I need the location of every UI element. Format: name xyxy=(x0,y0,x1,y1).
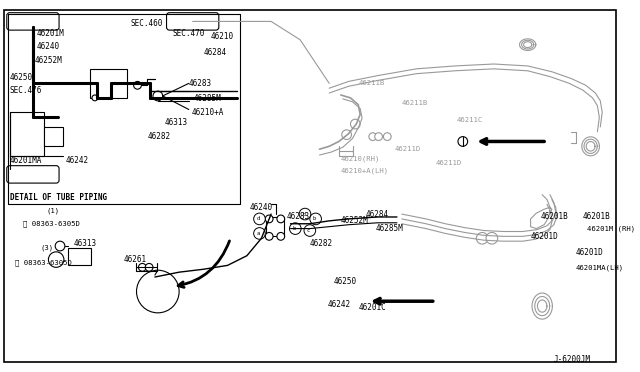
Bar xyxy=(90,69,127,98)
Text: 46210: 46210 xyxy=(211,32,234,41)
Circle shape xyxy=(253,228,266,239)
Text: 46242: 46242 xyxy=(66,156,89,165)
Text: 46250: 46250 xyxy=(10,73,33,82)
FancyArrowPatch shape xyxy=(178,241,230,288)
FancyBboxPatch shape xyxy=(7,13,59,30)
Circle shape xyxy=(136,270,179,313)
Circle shape xyxy=(55,241,65,251)
Circle shape xyxy=(310,213,321,225)
Circle shape xyxy=(266,232,273,240)
Circle shape xyxy=(458,137,468,146)
Text: 46201C: 46201C xyxy=(358,304,386,312)
Text: 46283: 46283 xyxy=(189,79,212,88)
Bar xyxy=(266,217,284,236)
Text: b: b xyxy=(302,212,305,217)
Text: a: a xyxy=(257,231,260,236)
Text: b: b xyxy=(292,226,296,231)
Text: 46240: 46240 xyxy=(250,203,273,212)
Text: 46285M: 46285M xyxy=(194,94,221,103)
Text: 46210(RH): 46210(RH) xyxy=(341,155,380,162)
Text: Ⓑ 08363-6305D: Ⓑ 08363-6305D xyxy=(23,221,80,227)
Text: c: c xyxy=(307,228,310,233)
Text: 46252M: 46252M xyxy=(35,56,63,65)
Text: 46201B: 46201B xyxy=(583,212,611,221)
Bar xyxy=(44,127,63,146)
Circle shape xyxy=(304,225,316,236)
Text: 46211B: 46211B xyxy=(402,100,428,106)
Text: 46201MA(LH): 46201MA(LH) xyxy=(576,264,624,270)
Text: SEC.460: SEC.460 xyxy=(131,19,163,28)
Bar xyxy=(10,112,44,156)
Text: 46282: 46282 xyxy=(310,238,333,248)
Text: 46284: 46284 xyxy=(204,48,227,57)
Text: 46242: 46242 xyxy=(327,299,350,309)
Text: 46201M: 46201M xyxy=(36,29,65,38)
FancyBboxPatch shape xyxy=(166,13,219,30)
Circle shape xyxy=(153,91,163,101)
Text: 46201B: 46201B xyxy=(540,212,568,221)
Circle shape xyxy=(486,232,498,244)
Text: SEC.470: SEC.470 xyxy=(172,29,205,38)
Text: 46283: 46283 xyxy=(287,212,310,221)
Text: 46201D: 46201D xyxy=(576,248,604,257)
Circle shape xyxy=(92,95,98,101)
Circle shape xyxy=(253,213,266,225)
Text: J-6200JM: J-6200JM xyxy=(554,355,591,364)
Text: 46252M: 46252M xyxy=(341,217,369,225)
Circle shape xyxy=(374,133,383,141)
Text: (3): (3) xyxy=(41,245,54,251)
Circle shape xyxy=(277,232,285,240)
Bar xyxy=(68,248,91,265)
Circle shape xyxy=(266,215,273,223)
Text: 46211D: 46211D xyxy=(436,160,462,166)
Text: 46284: 46284 xyxy=(366,209,389,219)
Text: 46201M (RH): 46201M (RH) xyxy=(587,225,635,232)
Text: 46201D: 46201D xyxy=(531,232,558,241)
Circle shape xyxy=(134,81,141,89)
Text: 46313: 46313 xyxy=(164,118,188,126)
Text: 46211C: 46211C xyxy=(457,117,483,123)
Text: (1): (1) xyxy=(47,208,60,214)
Text: b: b xyxy=(313,217,316,221)
Text: 46210+A: 46210+A xyxy=(192,108,224,117)
Text: 46211D: 46211D xyxy=(395,146,421,152)
Text: 46285M: 46285M xyxy=(376,224,403,233)
Text: Ⓢ 08363-6305D: Ⓢ 08363-6305D xyxy=(15,259,72,266)
Circle shape xyxy=(476,232,488,244)
Circle shape xyxy=(145,263,153,271)
Circle shape xyxy=(299,208,311,220)
Circle shape xyxy=(351,119,360,129)
Text: 46313: 46313 xyxy=(74,238,97,248)
Text: 46240: 46240 xyxy=(36,42,60,51)
Circle shape xyxy=(369,133,376,141)
Text: 46210+A(LH): 46210+A(LH) xyxy=(341,167,389,174)
Circle shape xyxy=(49,252,64,267)
Circle shape xyxy=(277,215,285,223)
Text: 46201MA: 46201MA xyxy=(10,156,42,165)
FancyBboxPatch shape xyxy=(7,166,59,183)
Circle shape xyxy=(138,263,146,271)
Circle shape xyxy=(383,133,391,141)
Text: d: d xyxy=(257,217,260,221)
Text: 46250: 46250 xyxy=(334,278,357,286)
Circle shape xyxy=(289,223,301,234)
Text: 46211B: 46211B xyxy=(358,80,385,86)
Text: 46261: 46261 xyxy=(124,255,147,264)
Text: SEC.476: SEC.476 xyxy=(10,86,42,94)
Circle shape xyxy=(342,130,351,140)
Text: 46282: 46282 xyxy=(147,132,170,141)
Text: DETAIL OF TUBE PIPING: DETAIL OF TUBE PIPING xyxy=(10,193,107,202)
